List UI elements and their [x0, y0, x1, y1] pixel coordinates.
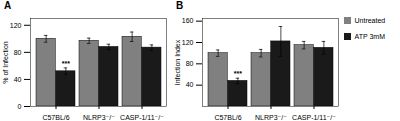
svg-text:CASP-1/11⁻/⁻: CASP-1/11⁻/⁻ [292, 114, 336, 121]
svg-text:160: 160 [182, 17, 194, 24]
svg-text:120: 120 [182, 39, 194, 46]
svg-text:***: *** [234, 70, 242, 77]
svg-text:40: 40 [14, 76, 22, 83]
svg-text:***: *** [62, 60, 70, 67]
svg-text:Infection Index: Infection Index [174, 39, 181, 85]
svg-text:0: 0 [18, 103, 22, 110]
html-text:B: B [176, 0, 184, 11]
svg-text:80: 80 [186, 60, 194, 67]
html-text:ATP 3mM: ATP 3mM [354, 33, 385, 41]
svg-text:% of Infection: % of Infection [2, 41, 9, 84]
svg-text:C57BL/6: C57BL/6 [214, 114, 241, 121]
svg-text:40: 40 [186, 81, 194, 88]
svg-text:80: 80 [14, 49, 22, 56]
svg-text:NLRP3⁻/⁻: NLRP3⁻/⁻ [83, 114, 115, 121]
svg-text:CASP-1/11⁻/⁻: CASP-1/11⁻/⁻ [120, 114, 164, 121]
svg-text:C57BL/6: C57BL/6 [42, 114, 69, 121]
html-text:A: A [4, 0, 12, 11]
html-text:Untreated: Untreated [354, 16, 386, 24]
svg-text:NLRP3⁻/⁻: NLRP3⁻/⁻ [255, 114, 287, 121]
svg-text:120: 120 [10, 22, 22, 29]
